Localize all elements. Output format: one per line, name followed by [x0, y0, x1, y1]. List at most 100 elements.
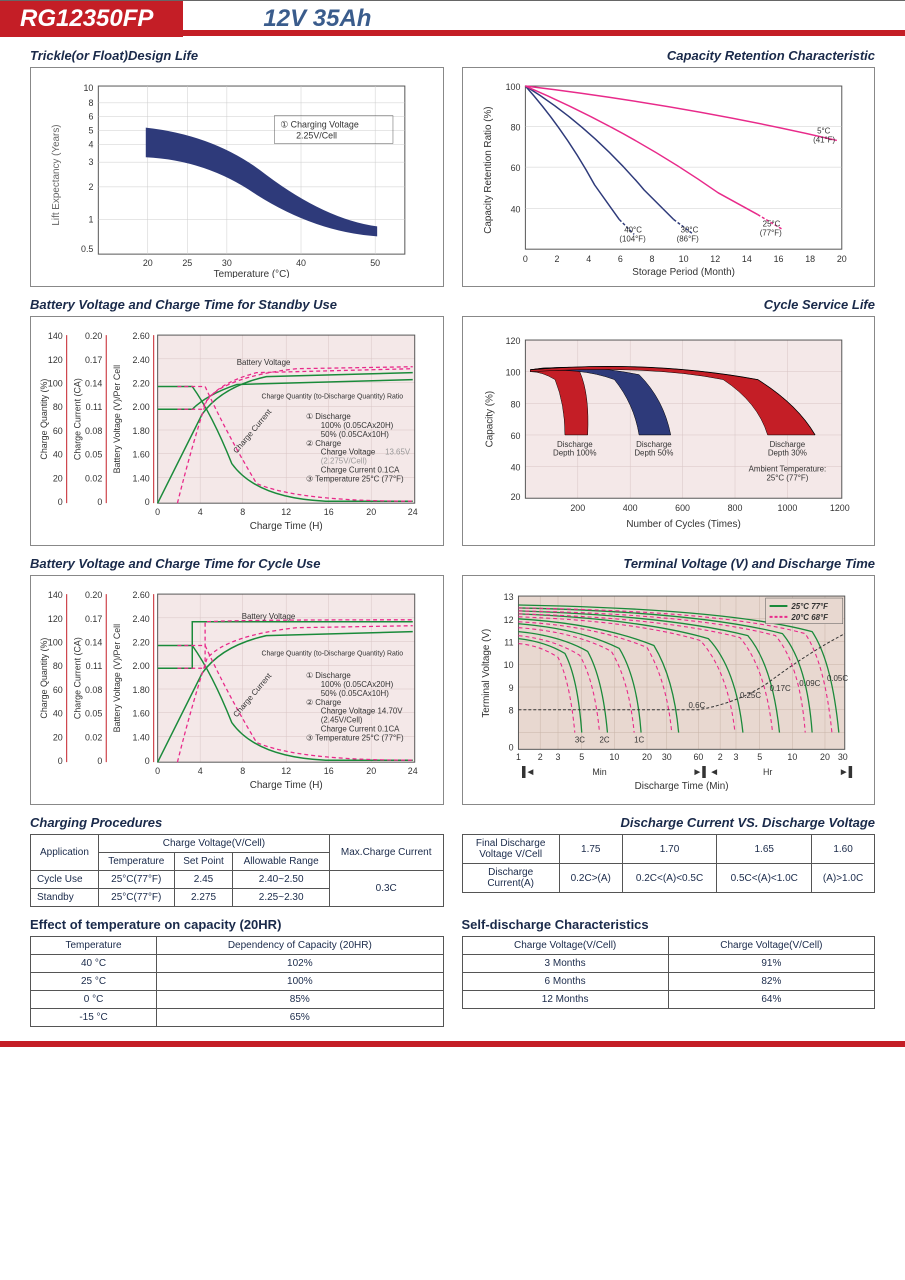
svg-text:Battery Voltage: Battery Voltage	[237, 358, 291, 367]
svg-text:Discharge: Discharge	[557, 440, 593, 449]
svg-text:►▌◄: ►▌◄	[692, 766, 719, 778]
table3-title: Effect of temperature on capacity (20HR)	[30, 917, 444, 932]
svg-text:13.65V: 13.65V	[385, 448, 411, 457]
svg-text:100% (0.05CAx20H): 100% (0.05CAx20H)	[321, 421, 394, 430]
svg-text:140: 140	[48, 331, 63, 341]
svg-text:40: 40	[510, 463, 520, 473]
svg-text:0.17C: 0.17C	[769, 684, 790, 693]
svg-text:120: 120	[48, 355, 63, 365]
chart6: 131211 10980 123 51020 3060 235 102030	[462, 575, 876, 805]
svg-text:20: 20	[366, 507, 376, 517]
svg-text:12: 12	[503, 615, 513, 625]
svg-text:(41°F): (41°F)	[813, 135, 835, 144]
svg-text:▐◄: ▐◄	[518, 766, 535, 778]
svg-text:Battery Voltage: Battery Voltage	[242, 612, 296, 621]
chart3: 140120100 806040 200 0.200.170.14 0.110.…	[30, 316, 444, 546]
svg-text:8: 8	[508, 706, 513, 716]
spec-text: 12V 35Ah	[263, 5, 371, 33]
svg-text:0.6C: 0.6C	[688, 701, 705, 710]
svg-text:0.17: 0.17	[85, 355, 102, 365]
svg-text:2.40: 2.40	[132, 355, 149, 365]
svg-text:2.25V/Cell: 2.25V/Cell	[296, 130, 337, 140]
svg-text:Discharge: Discharge	[769, 440, 805, 449]
svg-text:Charge Time (H): Charge Time (H)	[250, 521, 323, 532]
svg-text:24: 24	[408, 507, 418, 517]
svg-text:Charge Current 0.1CA: Charge Current 0.1CA	[321, 466, 400, 475]
svg-text:② Charge: ② Charge	[306, 439, 342, 448]
svg-text:4: 4	[198, 766, 203, 776]
svg-text:Charge Quantity (%): Charge Quantity (%)	[39, 379, 49, 460]
svg-text:100% (0.05CAx20H): 100% (0.05CAx20H)	[321, 680, 394, 689]
svg-text:0: 0	[155, 766, 160, 776]
svg-text:2: 2	[88, 182, 93, 192]
svg-text:50% (0.05CAx10H): 50% (0.05CAx10H)	[321, 689, 389, 698]
table-row: Cycle Use 25°C(77°F) 2.45 2.40~2.50 0.3C	[31, 871, 444, 889]
svg-text:9: 9	[508, 683, 513, 693]
svg-text:10: 10	[609, 752, 619, 762]
svg-text:50: 50	[370, 258, 380, 268]
svg-text:2.40: 2.40	[132, 614, 149, 624]
header-bar: RG12350FP 12V 35Ah	[0, 0, 905, 36]
svg-text:1: 1	[88, 214, 93, 224]
svg-text:10: 10	[678, 254, 688, 264]
svg-text:10: 10	[787, 752, 797, 762]
chart2: 100806040 024 6810 121416 1820 40°C(104°…	[462, 67, 876, 287]
svg-text:3C: 3C	[574, 735, 584, 744]
svg-text:2.20: 2.20	[132, 638, 149, 648]
svg-text:Temperature (°C): Temperature (°C)	[214, 269, 290, 278]
svg-text:40: 40	[53, 450, 63, 460]
svg-text:3: 3	[555, 752, 560, 762]
svg-text:2C: 2C	[599, 735, 609, 744]
svg-text:140: 140	[48, 590, 63, 600]
svg-text:0.02: 0.02	[85, 473, 102, 483]
svg-text:Charge Voltage: Charge Voltage	[321, 448, 376, 457]
svg-text:2.60: 2.60	[132, 590, 149, 600]
table-row: 3 Months91%	[462, 955, 875, 973]
svg-text:(86°F): (86°F)	[676, 234, 698, 243]
svg-text:10: 10	[503, 660, 513, 670]
svg-text:0.02: 0.02	[85, 732, 102, 742]
svg-text:1.40: 1.40	[132, 473, 149, 483]
svg-text:20: 20	[836, 254, 846, 264]
svg-text:1.80: 1.80	[132, 685, 149, 695]
svg-text:20: 20	[366, 766, 376, 776]
svg-text:0.05: 0.05	[85, 450, 102, 460]
svg-text:16: 16	[324, 507, 334, 517]
svg-text:Terminal Voltage (V): Terminal Voltage (V)	[480, 629, 491, 718]
svg-text:(2.275V/Cell): (2.275V/Cell)	[321, 457, 368, 466]
svg-text:6: 6	[617, 254, 622, 264]
svg-text:0: 0	[58, 756, 63, 766]
svg-text:2: 2	[717, 752, 722, 762]
svg-text:① Charging Voltage: ① Charging Voltage	[280, 120, 359, 130]
svg-text:80: 80	[510, 123, 520, 133]
svg-text:3: 3	[88, 157, 93, 167]
svg-text:Charge Quantity (to-Discharge: Charge Quantity (to-Discharge Quantity) …	[261, 650, 403, 657]
table-row: 6 Months82%	[462, 973, 875, 991]
svg-text:1C: 1C	[634, 735, 644, 744]
svg-text:0: 0	[508, 742, 513, 752]
svg-text:►▌: ►▌	[838, 766, 855, 778]
chart4: 12010080 604020 200400600 80010001200 Di…	[462, 316, 876, 546]
chart4-title: Cycle Service Life	[462, 297, 876, 312]
svg-text:② Charge: ② Charge	[306, 698, 342, 707]
svg-text:60: 60	[510, 431, 520, 441]
svg-text:8: 8	[649, 254, 654, 264]
svg-text:0: 0	[97, 756, 102, 766]
svg-text:1.40: 1.40	[132, 732, 149, 742]
svg-text:(77°F): (77°F)	[759, 228, 781, 237]
svg-text:Charge Current 0.1CA: Charge Current 0.1CA	[321, 725, 400, 734]
chart1-title: Trickle(or Float)Design Life	[30, 48, 444, 63]
svg-text:100: 100	[48, 638, 63, 648]
svg-text:0.05C: 0.05C	[826, 674, 847, 683]
svg-text:8: 8	[240, 766, 245, 776]
table1-title: Charging Procedures	[30, 815, 444, 830]
chart5: 140120100 806040 200 0.200.170.14 0.110.…	[30, 575, 444, 805]
svg-text:③ Temperature 25°C (77°F): ③ Temperature 25°C (77°F)	[306, 733, 404, 742]
svg-text:20: 20	[53, 473, 63, 483]
svg-text:40°C: 40°C	[624, 225, 642, 234]
svg-text:60: 60	[53, 685, 63, 695]
svg-text:2.00: 2.00	[132, 661, 149, 671]
svg-text:18: 18	[805, 254, 815, 264]
svg-text:100: 100	[48, 379, 63, 389]
chart3-title: Battery Voltage and Charge Time for Stan…	[30, 297, 444, 312]
